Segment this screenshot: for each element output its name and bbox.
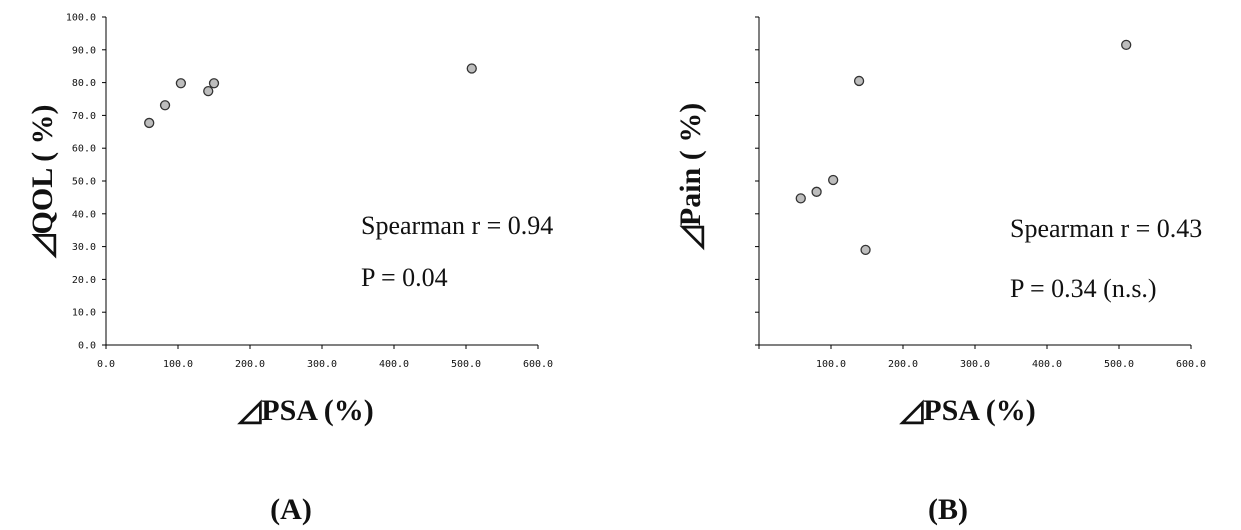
ticks-a: 0.0 10.0 20.0 30.0 40.0 50.0 60.0 70.0 80.0 90.0 1… xyxy=(66,13,553,371)
x-tick-label-b: 200.0 xyxy=(888,359,918,370)
x-tick-label-a: 300.0 xyxy=(307,359,337,370)
points-b xyxy=(795,39,1132,256)
panel-a: 0.0 10.0 20.0 30.0 40.0 50.0 60.0 70.0 80.0 90.0 1… xyxy=(26,13,553,527)
x-tick-label-b: 500.0 xyxy=(1104,359,1134,370)
y-tick-label-a: 50.0 xyxy=(72,177,96,188)
data-point-a xyxy=(175,78,187,89)
data-point-a xyxy=(144,117,155,129)
y-tick-label-a: 80.0 xyxy=(72,78,96,89)
y-tick-label-a: 0.0 xyxy=(78,341,96,352)
data-point-b xyxy=(860,244,871,256)
panel-label-b: (B) xyxy=(928,493,968,526)
data-point-a xyxy=(208,78,220,89)
y-tick-label-a: 90.0 xyxy=(72,45,96,56)
p-value-label-b: P = 0.34 (n.s.) xyxy=(1010,274,1157,303)
x-tick-label-b: 600.0 xyxy=(1176,359,1206,370)
p-value-label-a: P = 0.04 xyxy=(361,263,448,292)
panel-label-a: (A) xyxy=(270,493,312,526)
y-axis-title-a: ◿QOL ( %) xyxy=(26,104,59,259)
x-tick-label-a: 500.0 xyxy=(451,359,481,370)
x-tick-label-a: 100.0 xyxy=(163,359,193,370)
data-point-b xyxy=(853,75,865,87)
data-point-b xyxy=(811,186,822,197)
x-tick-label-a: 0.0 xyxy=(97,359,115,370)
x-tick-label-b: 100.0 xyxy=(816,359,846,370)
y-axis-title-b: ◿Pain ( %) xyxy=(674,103,707,251)
y-tick-label-a: 30.0 xyxy=(72,242,96,253)
x-tick-label-b: 400.0 xyxy=(1032,359,1062,370)
x-tick-label-b: 300.0 xyxy=(960,359,990,370)
y-tick-label-a: 70.0 xyxy=(72,111,96,122)
ticks-b: 100.0 200.0 300.0 400.0 500.0 600.0 xyxy=(755,16,1206,370)
data-point-a xyxy=(159,100,171,111)
data-point-a xyxy=(466,63,477,74)
x-axis-title-a: ◿PSA (%) xyxy=(236,394,374,427)
y-tick-label-a: 100.0 xyxy=(66,13,96,24)
x-tick-label-a: 600.0 xyxy=(523,359,553,370)
y-tick-label-a: 10.0 xyxy=(72,308,96,319)
spearman-label-a: Spearman r = 0.94 xyxy=(361,211,553,240)
panel-b: 100.0 200.0 300.0 400.0 500.0 600.0 ◿Pain ( %… xyxy=(674,16,1206,526)
data-point-b xyxy=(795,193,806,204)
spearman-label-b: Spearman r = 0.43 xyxy=(1010,214,1202,243)
data-point-b xyxy=(828,174,839,186)
points-a xyxy=(144,63,477,129)
x-tick-label-a: 400.0 xyxy=(379,359,409,370)
data-point-b xyxy=(1121,39,1132,51)
x-tick-label-a: 200.0 xyxy=(235,359,265,370)
y-tick-label-a: 60.0 xyxy=(72,144,96,155)
y-tick-label-a: 20.0 xyxy=(72,275,96,286)
y-tick-label-a: 40.0 xyxy=(72,209,96,220)
data-point-a xyxy=(203,85,214,97)
x-axis-title-b: ◿PSA (%) xyxy=(898,394,1036,427)
